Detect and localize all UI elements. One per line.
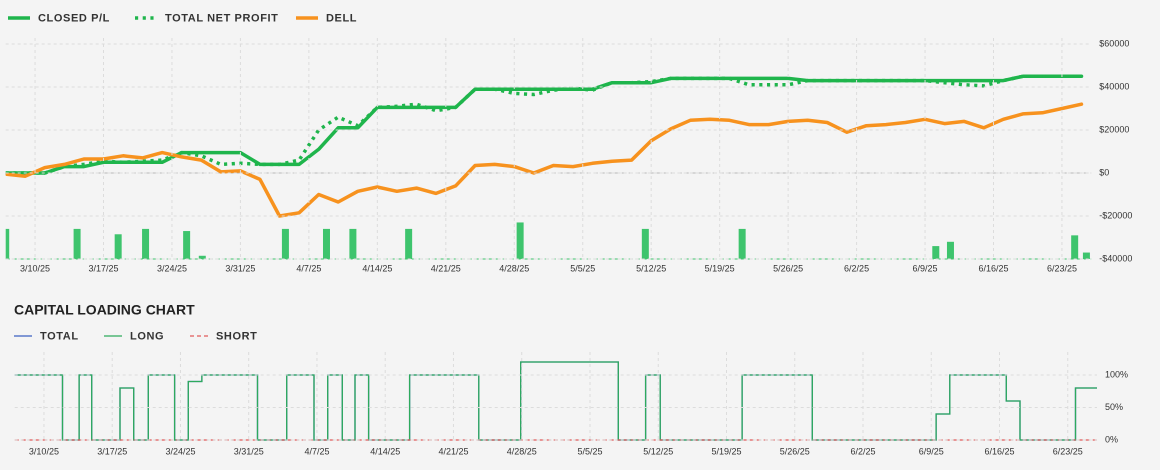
volume-bar [349, 228, 357, 259]
legend-label: TOTAL [40, 330, 79, 342]
volume-bar [946, 241, 954, 259]
x-tick-label: 4/21/25 [438, 446, 468, 456]
x-tick-label: 6/23/25 [1053, 446, 1083, 456]
x-tick-label: 6/16/25 [978, 263, 1008, 273]
y-tick-label: $0 [1099, 167, 1109, 177]
x-tick-label: 4/7/25 [296, 263, 321, 273]
x-tick-label: 5/19/25 [711, 446, 741, 456]
series-line [5, 74, 1084, 175]
volume-bar [516, 222, 524, 259]
x-tick-label: 3/31/25 [234, 446, 264, 456]
plot-layer [14, 361, 1097, 441]
volume-bar [322, 228, 330, 259]
y-tick-label: $60000 [1099, 38, 1129, 48]
series-line [5, 102, 1084, 218]
x-tick-label: 3/17/25 [88, 263, 118, 273]
volume-bar [1071, 235, 1079, 259]
x-tick-label: 6/23/25 [1047, 263, 1077, 273]
series-line [14, 361, 1097, 441]
volume-bar [738, 228, 746, 259]
legend-label: LONG [130, 330, 164, 342]
legend-label: TOTAL NET PROFIT [165, 12, 279, 24]
x-tick-label: 4/14/25 [362, 263, 392, 273]
x-tick-label: 5/5/25 [577, 446, 602, 456]
y-tick-label: $20000 [1099, 124, 1129, 134]
x-tick-label: 5/26/25 [780, 446, 810, 456]
y-tick-label: 0% [1105, 434, 1118, 444]
x-tick-label: 5/12/25 [643, 446, 673, 456]
x-tick-label: 6/9/25 [919, 446, 944, 456]
volume-bar [932, 246, 940, 259]
legend-label: CLOSED P/L [38, 12, 110, 24]
legend-label: DELL [326, 12, 357, 24]
y-tick-label: -$20000 [1099, 210, 1132, 220]
x-tick-label: 4/28/25 [507, 446, 537, 456]
volume-bar [142, 228, 150, 259]
chart-title: CAPITAL LOADING CHART [14, 302, 195, 318]
volume-bar [198, 255, 206, 259]
x-tick-label: 6/16/25 [984, 446, 1014, 456]
x-tick-label: 3/10/25 [20, 263, 50, 273]
y-tick-label: -$40000 [1099, 253, 1132, 263]
y-tick-label: $40000 [1099, 81, 1129, 91]
volume-bar [1082, 252, 1090, 259]
x-tick-label: 3/24/25 [157, 263, 187, 273]
x-tick-label: 3/10/25 [29, 446, 59, 456]
volume-bar [5, 228, 10, 259]
volume-bar [73, 228, 81, 259]
volume-bar [405, 228, 413, 259]
x-tick-label: 4/7/25 [304, 446, 329, 456]
x-tick-label: 3/31/25 [225, 263, 255, 273]
x-tick-label: 5/26/25 [773, 263, 803, 273]
x-tick-label: 4/28/25 [499, 263, 529, 273]
legend-label: SHORT [216, 330, 258, 342]
x-tick-label: 3/17/25 [97, 446, 127, 456]
series-line [14, 361, 1097, 441]
y-tick-label: 100% [1105, 369, 1128, 379]
x-tick-label: 4/14/25 [370, 446, 400, 456]
plot-layer [5, 74, 1092, 260]
volume-bar [183, 231, 191, 259]
x-tick-label: 6/9/25 [913, 263, 938, 273]
x-tick-label: 5/5/25 [570, 263, 595, 273]
volume-bar [641, 228, 649, 259]
x-tick-label: 3/24/25 [165, 446, 195, 456]
x-tick-label: 5/12/25 [636, 263, 666, 273]
y-tick-label: 50% [1105, 402, 1123, 412]
volume-bar [281, 228, 289, 259]
x-tick-label: 5/19/25 [705, 263, 735, 273]
volume-bar [114, 234, 122, 259]
x-tick-label: 6/2/25 [844, 263, 869, 273]
x-tick-label: 6/2/25 [850, 446, 875, 456]
x-tick-label: 4/21/25 [431, 263, 461, 273]
